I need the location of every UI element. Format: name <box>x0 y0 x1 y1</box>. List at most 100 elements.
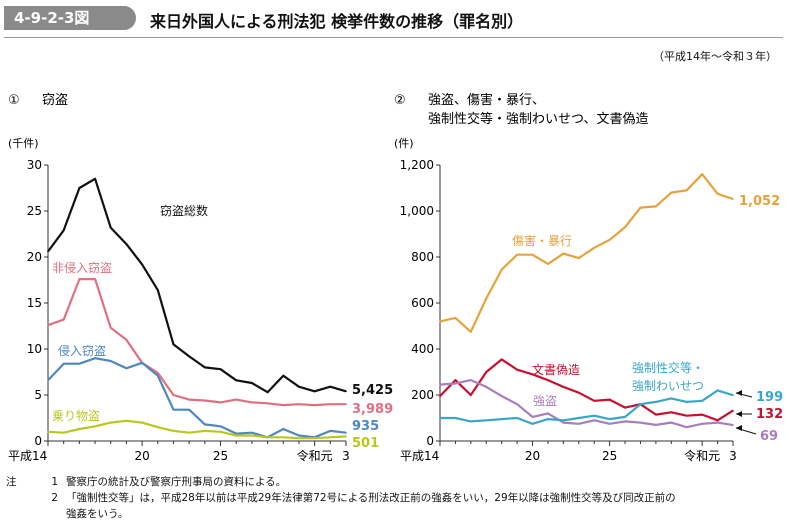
data-point <box>639 206 642 209</box>
data-point <box>251 382 253 384</box>
data-point <box>716 421 719 424</box>
data-point <box>298 434 300 437</box>
data-point <box>655 424 657 426</box>
y-tick-label: 0 <box>426 434 434 448</box>
data-point <box>577 422 580 425</box>
y-axis-label: (千件) <box>8 137 39 150</box>
data-point <box>188 355 190 358</box>
data-point <box>593 399 596 402</box>
data-point <box>716 192 719 195</box>
data-point <box>670 397 673 400</box>
data-point <box>655 413 657 416</box>
panel-violent-crimes: ② 強盗、傷害・暴行、強制性交等・強制わいせつ、文書偽造 (件) 0 200 400 600… <box>394 92 783 463</box>
data-point <box>593 419 596 422</box>
data-point <box>701 413 703 416</box>
data-point <box>608 418 611 420</box>
data-point <box>547 263 549 265</box>
data-point <box>141 421 143 424</box>
note-text: 強姦をいう。 <box>66 508 129 520</box>
data-point <box>109 421 112 424</box>
y-tick-label: 1,000 <box>400 204 434 218</box>
data-point <box>701 173 703 175</box>
data-point <box>188 408 190 411</box>
data-point <box>125 419 128 422</box>
series-line <box>47 278 346 407</box>
data-point <box>204 399 206 402</box>
data-point <box>593 247 596 249</box>
series-label: 非侵入窃盗 <box>52 260 112 275</box>
data-point <box>531 373 534 376</box>
data-point <box>345 431 347 434</box>
end-value-label: 3,989 <box>352 402 393 417</box>
x-tick-label: 3 <box>729 449 737 463</box>
leader-arrowhead <box>736 425 742 431</box>
y-tick-label: 600 <box>411 296 434 310</box>
data-point <box>282 428 285 430</box>
data-point <box>500 395 503 397</box>
data-point <box>547 379 549 381</box>
series-label: 乗り物盗 <box>52 408 100 423</box>
data-point <box>282 404 285 406</box>
data-point <box>531 253 534 256</box>
data-point <box>282 374 285 377</box>
data-point <box>172 408 175 411</box>
data-point <box>655 401 657 403</box>
y-tick-label: 15 <box>27 296 42 310</box>
data-point <box>62 431 65 434</box>
data-point <box>251 431 253 434</box>
data-point <box>562 386 565 388</box>
panel-number: ① <box>8 93 20 108</box>
data-point <box>78 428 81 430</box>
data-point <box>547 412 549 415</box>
data-point <box>141 362 143 364</box>
x-tick-label: 平成14 <box>8 449 47 463</box>
data-point <box>235 398 238 401</box>
y-axis-label: (件) <box>394 137 414 150</box>
data-point <box>47 431 49 433</box>
data-point <box>156 289 159 291</box>
data-point <box>172 343 175 346</box>
data-point <box>454 417 457 419</box>
data-point <box>439 417 441 419</box>
x-tick-label: 25 <box>213 449 228 463</box>
data-point <box>298 403 300 406</box>
data-point <box>454 379 457 381</box>
data-point <box>266 391 269 394</box>
data-point <box>313 404 316 406</box>
series-line <box>439 379 734 429</box>
data-point <box>329 403 332 406</box>
data-point <box>298 437 300 440</box>
data-point <box>470 379 472 381</box>
data-point <box>454 317 457 319</box>
data-point <box>562 421 565 424</box>
data-point <box>47 324 49 326</box>
data-point <box>732 424 734 426</box>
data-point <box>313 390 316 393</box>
y-tick-label: 200 <box>411 388 434 402</box>
data-point <box>639 403 642 406</box>
period-label: （平成14年～令和３年） <box>653 50 777 63</box>
data-point <box>485 371 488 373</box>
data-point <box>62 318 65 321</box>
data-point <box>470 394 472 396</box>
y-tick-label: 0 <box>34 434 42 448</box>
data-point <box>204 423 206 426</box>
data-point <box>141 263 143 266</box>
data-point <box>298 385 300 388</box>
data-point <box>577 257 580 259</box>
data-point <box>670 421 673 424</box>
series-label: 傷害・暴行 <box>512 233 572 248</box>
series-line <box>47 419 347 440</box>
data-point <box>732 394 734 397</box>
figure-number: 4-9-2-3図 <box>4 6 136 30</box>
data-point <box>670 191 673 194</box>
end-value-label: 1,052 <box>739 194 780 209</box>
y-tick-label: 1,200 <box>400 158 434 172</box>
data-point <box>47 379 49 382</box>
data-point <box>251 401 253 404</box>
x-tick-label: 令和元 <box>684 448 720 463</box>
data-point <box>125 243 128 245</box>
data-point <box>219 431 222 433</box>
data-point <box>78 278 81 280</box>
